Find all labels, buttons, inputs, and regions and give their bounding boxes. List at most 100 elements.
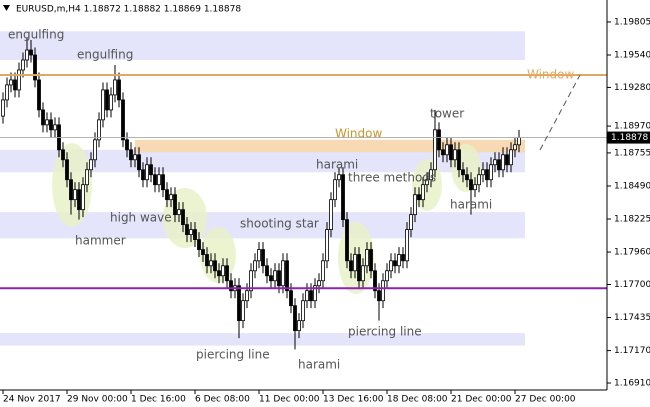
candle-body [349, 260, 353, 272]
candle-body [69, 179, 73, 201]
annotation: piercing line [348, 325, 422, 339]
candle-body [453, 149, 457, 161]
candles [1, 37, 521, 350]
window-band [135, 139, 525, 153]
candle-body [317, 280, 321, 287]
overlay: Window Window [0, 67, 607, 290]
candle-body [249, 270, 253, 292]
candle-body [345, 219, 349, 262]
annotation: tower [430, 107, 464, 121]
candle-body [49, 119, 53, 131]
candle-body [21, 59, 25, 71]
zone [0, 31, 525, 60]
candle-body [501, 154, 505, 171]
candle-body [337, 174, 341, 181]
current-price-tag [607, 131, 650, 144]
candle-body [189, 229, 193, 235]
candle-body [293, 305, 297, 332]
candle-body [489, 164, 493, 181]
candle-body [469, 179, 473, 191]
candle-body [265, 265, 269, 277]
candle-body [173, 194, 177, 216]
candle-body [237, 285, 241, 322]
candle-body [241, 300, 245, 322]
x-tick-label: 13 Dec 16:00 [323, 395, 384, 405]
candle-body [253, 260, 257, 272]
y-tick-label: 1.19540 [614, 51, 650, 61]
x-tick-label: 11 Dec 00:00 [259, 395, 320, 405]
candle-body [449, 144, 453, 161]
candle-body [77, 189, 81, 211]
candle-body [229, 280, 233, 292]
candle-body [213, 260, 217, 272]
candle-body [105, 89, 109, 111]
candle-body [321, 260, 325, 282]
candle-body [101, 89, 105, 121]
candle-body [45, 119, 49, 126]
y-tick-label: 1.18970 [614, 122, 650, 132]
candle-body [509, 149, 513, 166]
header-icon [3, 5, 10, 11]
zones [0, 31, 525, 346]
candle-body [301, 300, 305, 322]
candle-body [113, 79, 117, 96]
candle-body [177, 209, 181, 216]
y-tick-label: 1.17960 [614, 248, 650, 258]
candle-body [41, 109, 45, 126]
annotation: shooting star [240, 217, 319, 231]
candle-body [149, 164, 153, 176]
candle-body [17, 69, 21, 91]
candle-body [297, 320, 301, 332]
candle-body [165, 189, 169, 201]
candle-body [485, 169, 489, 181]
candle-body [477, 174, 481, 186]
candle-body [129, 149, 133, 161]
candle-body [89, 159, 93, 171]
candle-body [221, 265, 225, 277]
candle-body [109, 94, 113, 111]
candle-body [493, 159, 497, 166]
candle-body [381, 280, 385, 302]
trend-projection [539, 74, 581, 151]
candle-body [505, 154, 509, 166]
x-tick-label: 18 Dec 08:00 [387, 395, 448, 405]
annotation: piercing line [196, 348, 270, 362]
annotation: hammer [75, 234, 126, 248]
candle-body [269, 275, 273, 282]
candle-body [353, 254, 357, 272]
candle-body [153, 174, 157, 186]
annotation: high wave [110, 211, 172, 225]
x-tick-label: 1 Dec 16:00 [131, 395, 186, 405]
candle-body [13, 79, 17, 91]
candle-body [37, 79, 41, 111]
candle-body [417, 194, 421, 201]
candle-body [1, 99, 5, 117]
candle-body [289, 290, 293, 307]
candle-body [369, 249, 373, 272]
candle-body [385, 270, 389, 282]
candle-body [137, 154, 141, 171]
y-tick-label: 1.17170 [614, 346, 650, 356]
candle-body [357, 254, 361, 282]
candle-body [97, 119, 101, 141]
candle-body [257, 249, 261, 262]
candle-body [185, 224, 189, 235]
y-tick-label: 1.17435 [614, 313, 650, 323]
candle-body [513, 144, 517, 151]
candle-body [425, 179, 429, 186]
candle-body [481, 169, 485, 176]
candle-body [389, 260, 393, 272]
y-tick-label: 1.19280 [614, 83, 650, 93]
candle-body [421, 184, 425, 201]
candle-body [205, 254, 209, 267]
candle-body [201, 249, 205, 255]
candle-body [181, 209, 185, 226]
candle-body [117, 79, 121, 101]
candle-body [85, 169, 89, 186]
candle-body [157, 174, 161, 186]
candle-body [397, 254, 401, 267]
candle-body [517, 137, 521, 146]
candle-body [461, 169, 465, 176]
x-tick-label: 29 Nov 00:00 [67, 395, 128, 405]
